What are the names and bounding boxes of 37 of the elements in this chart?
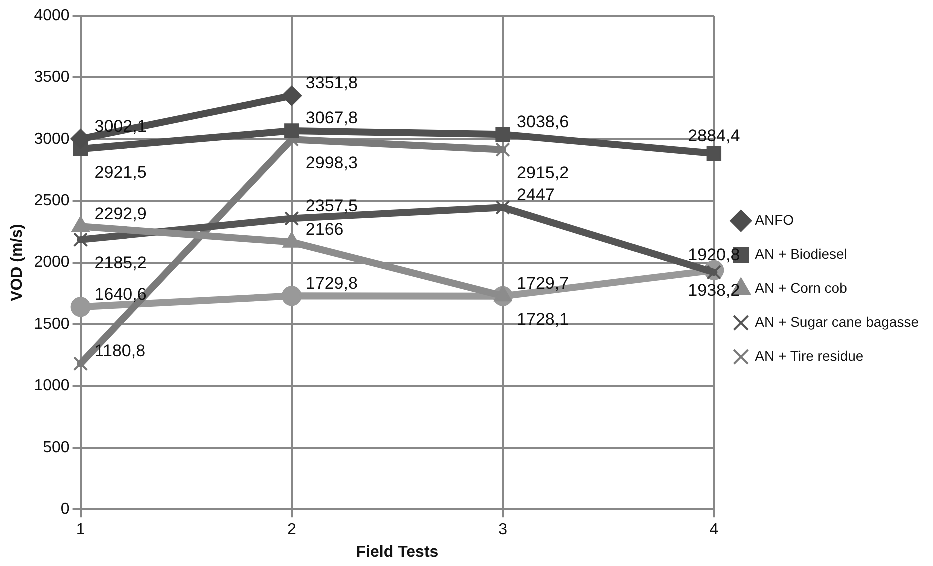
data-label: 3067,8 xyxy=(306,108,358,128)
x-tick-label: 2 xyxy=(287,522,296,539)
data-label: 2185,2 xyxy=(94,254,147,273)
data-label: 1180,8 xyxy=(94,342,146,361)
legend-label: AN + Tire residue xyxy=(755,348,864,364)
y-tick-label: 2000 xyxy=(34,254,70,272)
data-label: 1728,1 xyxy=(517,310,570,330)
y-axis-title: VOD (m/s) xyxy=(9,224,26,302)
data-label: 2447 xyxy=(517,185,555,204)
data-label: 2921,5 xyxy=(94,162,147,182)
data-label: 1729,8 xyxy=(306,274,358,293)
y-tick-label: 500 xyxy=(43,439,70,456)
data-label: 3038,6 xyxy=(517,112,570,132)
legend-label: AN + Sugar cane bagasse xyxy=(755,314,920,330)
data-label: 1729,7 xyxy=(517,274,570,293)
y-tick-label: 3500 xyxy=(34,69,70,86)
y-tick-label: 3000 xyxy=(34,130,70,148)
y-tick-label: 1000 xyxy=(34,378,70,395)
data-label: 2292,9 xyxy=(94,204,147,224)
data-label: 2357,5 xyxy=(306,196,358,216)
x-tick-label: 4 xyxy=(710,522,719,539)
data-label: 2166 xyxy=(306,220,344,240)
y-tick-label: 0 xyxy=(60,501,70,518)
legend-label: AN + Corn cob xyxy=(755,280,848,296)
y-tick-label: 4000 xyxy=(34,7,70,24)
data-label: 3351,8 xyxy=(306,74,358,93)
legend-label: ANFO xyxy=(755,212,794,228)
data-label: 1938,2 xyxy=(688,281,740,300)
x-tick-label: 1 xyxy=(76,522,86,539)
y-tick-label: 2500 xyxy=(34,192,70,210)
legend-label: AN + Biodiesel xyxy=(755,246,848,262)
data-label: 2998,3 xyxy=(306,153,358,172)
x-axis-title: Field Tests xyxy=(356,544,439,561)
data-label: 2884,4 xyxy=(688,126,740,146)
x-tick-label: 3 xyxy=(498,522,508,539)
y-tick-label: 1500 xyxy=(34,316,70,333)
data-label: 2915,2 xyxy=(517,164,570,183)
